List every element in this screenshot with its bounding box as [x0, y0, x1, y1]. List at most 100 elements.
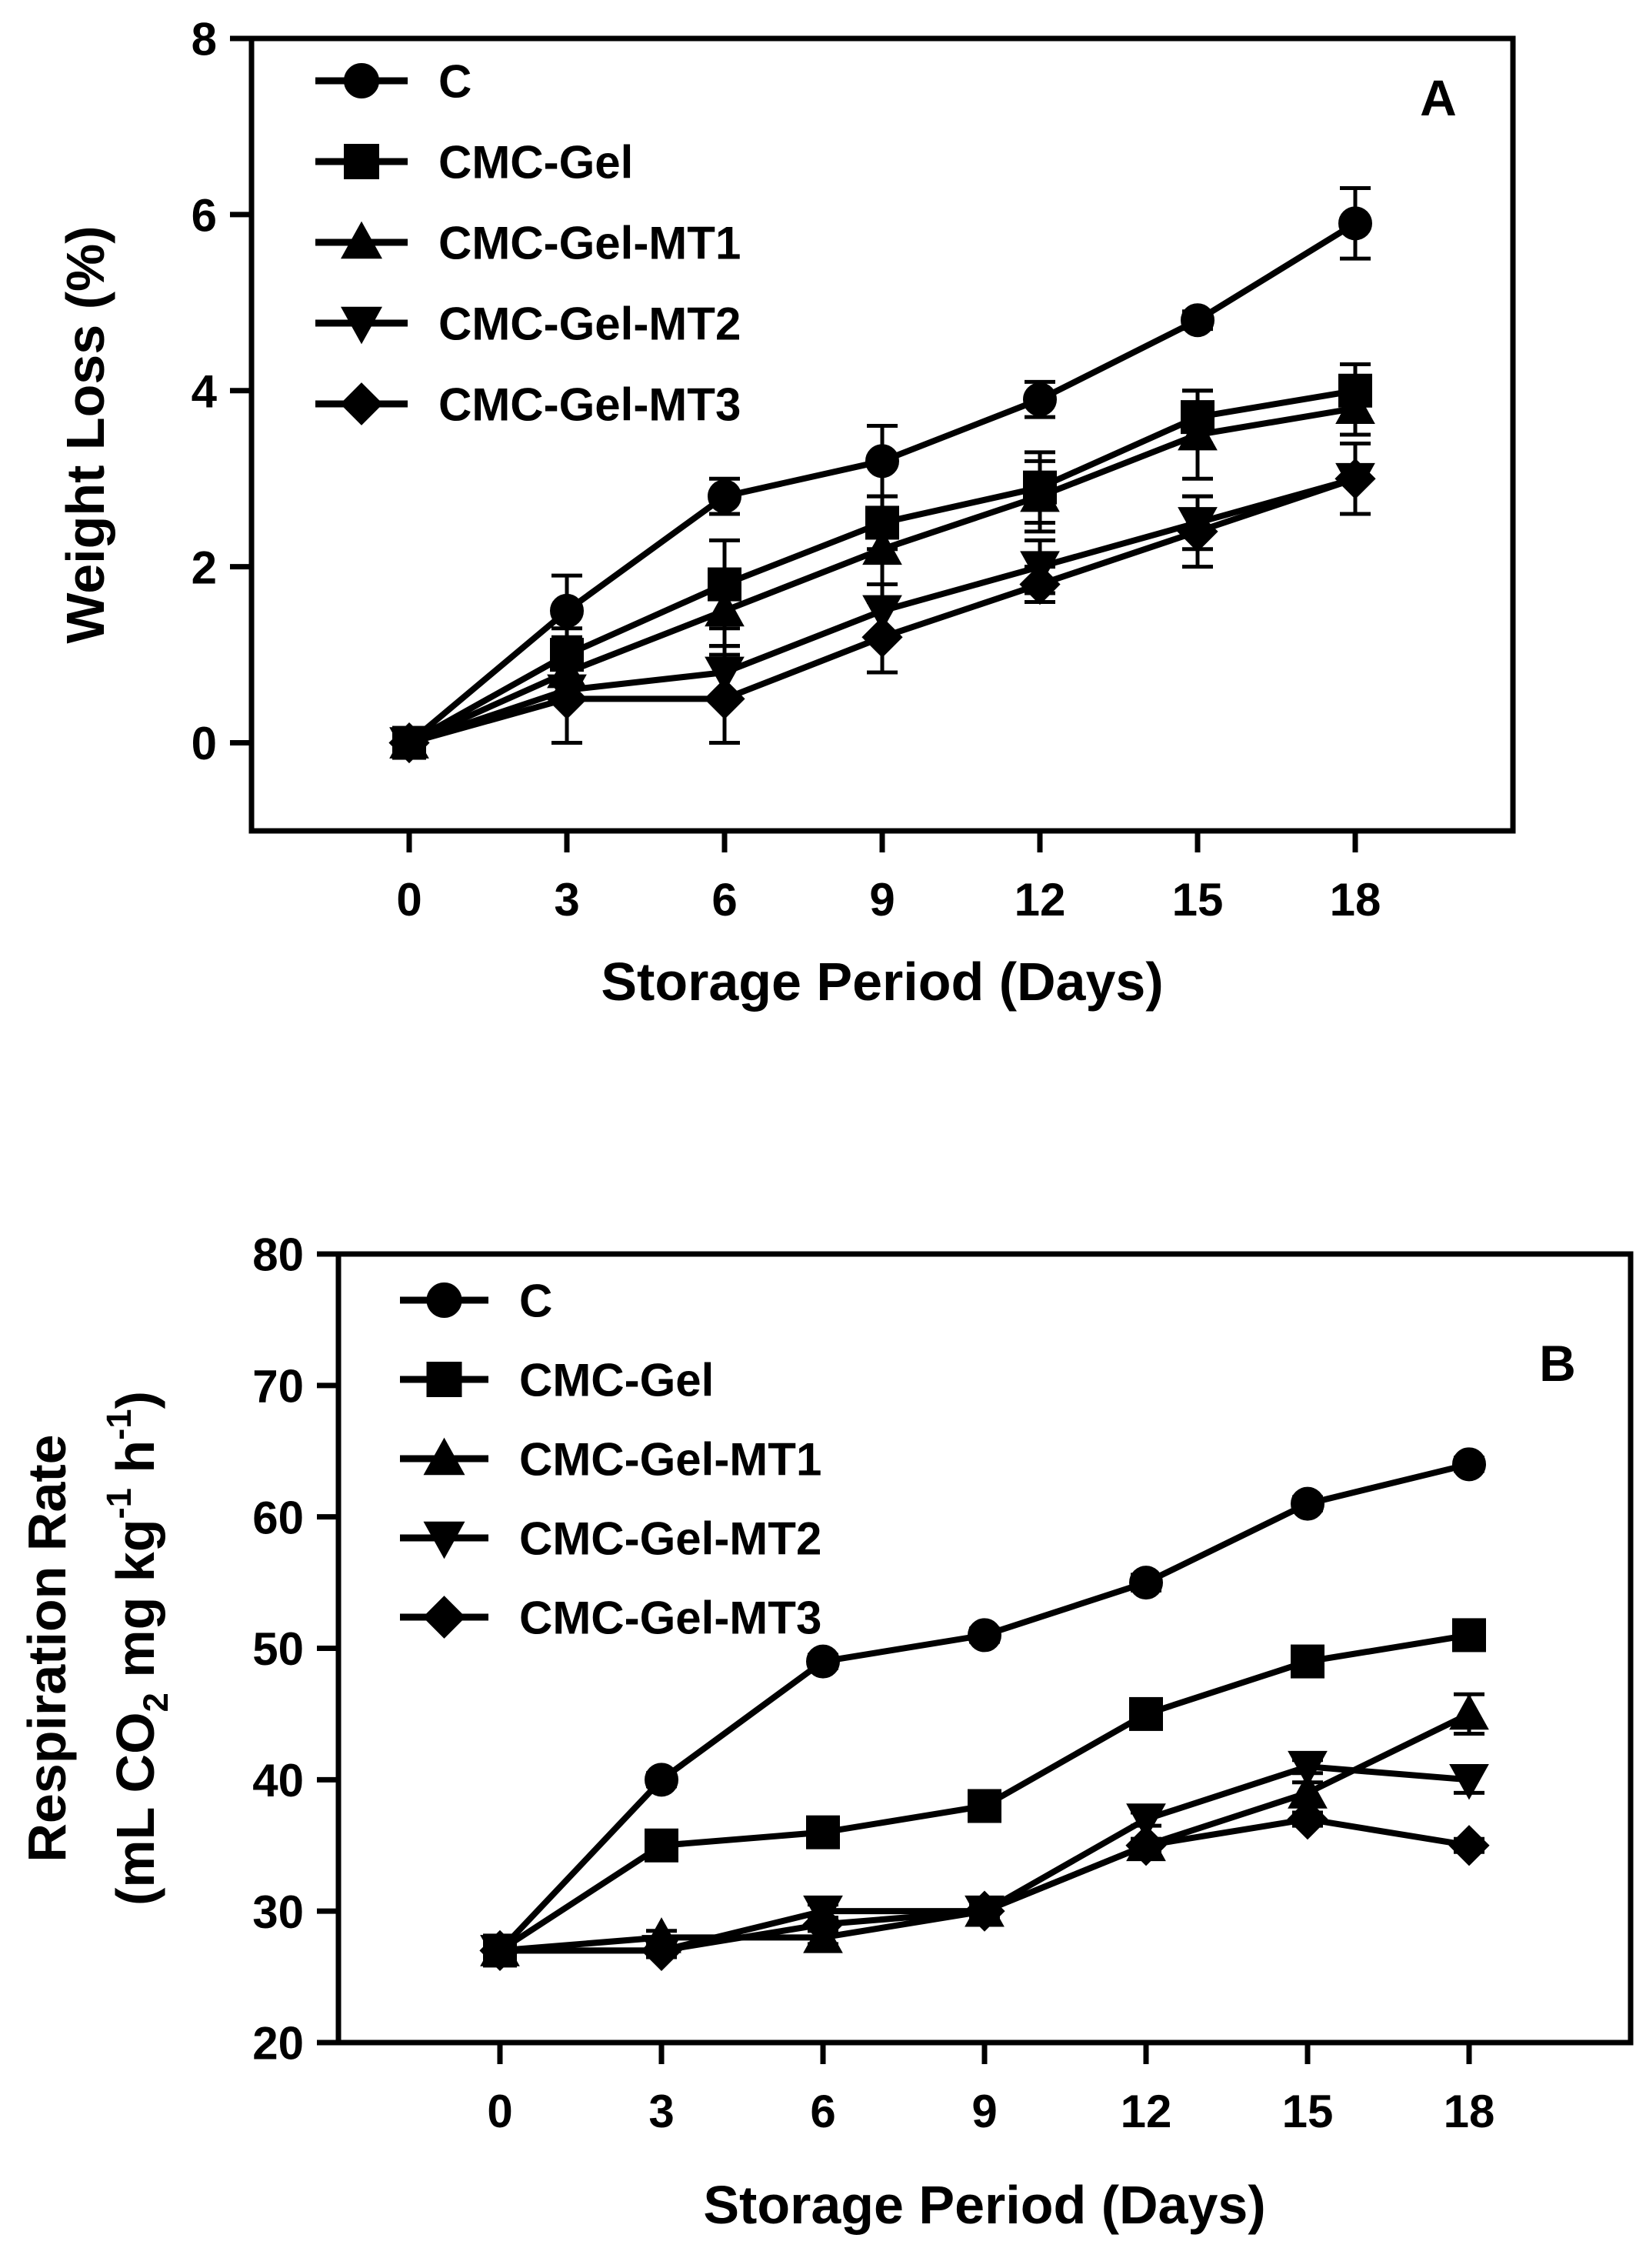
data-point — [806, 1815, 840, 1849]
y-axis-unit-part: 2 — [136, 1693, 175, 1712]
y-axis-label: Respiration Rate — [17, 1434, 77, 1862]
chart-panel-b: 20 30 40 50 60 70 80 0 3 6 9 12 15 18 Storage Period (… — [17, 1229, 1634, 2235]
data-point — [645, 1828, 678, 1863]
data-point — [708, 479, 741, 514]
data-point — [705, 590, 745, 627]
data-point — [1019, 563, 1061, 605]
y-tick-label: 50 — [252, 1623, 304, 1675]
y-tick-label: 80 — [252, 1229, 304, 1281]
x-tick-label: 9 — [971, 2086, 997, 2137]
y-tick-label: 40 — [252, 1755, 304, 1806]
data-point — [802, 1903, 844, 1945]
x-tick-label: 18 — [1444, 2086, 1495, 2137]
legend-label: CMC-Gel-MT1 — [438, 218, 741, 269]
legend-marker — [344, 144, 379, 179]
legend-label: C — [519, 1276, 552, 1327]
data-point — [546, 678, 588, 719]
data-point — [1181, 303, 1215, 338]
legend-marker — [426, 1362, 462, 1397]
x-tick-label: 9 — [869, 874, 895, 926]
legend-marker — [341, 306, 382, 345]
data-point — [1129, 1566, 1163, 1600]
data-point — [1125, 1825, 1167, 1866]
x-tick-label: 3 — [554, 874, 579, 926]
legend-marker — [422, 1596, 466, 1639]
data-point — [1129, 1696, 1163, 1731]
y-axis-unit-part: (mL CO — [105, 1712, 165, 1906]
legend-marker — [423, 1521, 465, 1559]
legend-marker — [426, 1282, 462, 1318]
data-point — [1020, 475, 1060, 512]
data-point — [1335, 388, 1375, 424]
x-tick-label: 6 — [810, 2086, 835, 2137]
y-tick-label: 6 — [192, 189, 217, 241]
x-axis-label: Storage Period (Days) — [703, 2175, 1265, 2235]
data-point — [1449, 1693, 1489, 1730]
data-point — [388, 722, 430, 764]
series-cmc-gel-mt3 — [479, 1798, 1490, 1972]
panel-label: A — [1420, 69, 1457, 126]
panel-label: B — [1539, 1335, 1576, 1392]
data-point — [1287, 1798, 1328, 1840]
x-tick-label: 15 — [1282, 2086, 1334, 2137]
legend-label: CMC-Gel-MT3 — [438, 379, 741, 431]
y-tick-label: 60 — [252, 1492, 304, 1543]
legend-marker — [423, 1437, 465, 1476]
data-point — [1291, 1644, 1324, 1679]
x-tick-label: 12 — [1015, 874, 1066, 926]
data-point — [1023, 382, 1057, 417]
legend-label: CMC-Gel — [519, 1355, 714, 1406]
x-tick-label: 0 — [487, 2086, 512, 2137]
data-point — [1288, 1750, 1328, 1787]
data-point — [1178, 414, 1218, 451]
x-tick-label: 3 — [648, 2086, 674, 2137]
data-point — [704, 678, 745, 719]
x-tick-label: 18 — [1330, 874, 1381, 926]
y-axis-unit-part: mg kg — [105, 1519, 165, 1693]
y-tick-label: 0 — [192, 718, 217, 769]
legend-marker — [340, 382, 383, 425]
y-tick-label: 4 — [192, 365, 218, 417]
y-axis-unit-part: -1 — [99, 1488, 138, 1519]
data-point — [968, 1618, 1001, 1653]
legend-label: CMC-Gel-MT2 — [519, 1513, 821, 1565]
data-point — [641, 1929, 682, 1972]
data-point — [862, 529, 902, 565]
legend-label: CMC-Gel-MT2 — [438, 299, 741, 350]
data-point — [1338, 206, 1372, 241]
data-point — [1126, 1803, 1166, 1839]
y-axis-unit-part: ) — [105, 1391, 165, 1409]
series-cmc-gel-mt2 — [480, 1750, 1489, 1971]
y-axis-unit-part: -1 — [99, 1409, 138, 1439]
x-axis-label: Storage Period (Days) — [601, 952, 1163, 1012]
y-tick-label: 30 — [252, 1886, 304, 1938]
data-point — [1452, 1447, 1486, 1482]
x-tick-label: 0 — [396, 874, 421, 926]
x-tick-label: 12 — [1121, 2086, 1172, 2137]
legend-label: C — [438, 56, 471, 108]
data-point — [1452, 1618, 1486, 1653]
x-tick-label: 15 — [1172, 874, 1224, 926]
data-point — [968, 1789, 1001, 1823]
data-point — [1448, 1825, 1490, 1866]
y-tick-label: 20 — [252, 2018, 304, 2070]
data-point — [865, 444, 899, 479]
legend-label: CMC-Gel-MT3 — [519, 1593, 821, 1644]
data-point — [1449, 1764, 1489, 1800]
x-tick-label: 6 — [711, 874, 737, 926]
series-cmc-gel-mt3 — [388, 441, 1376, 764]
legend-label: CMC-Gel-MT1 — [519, 1434, 821, 1486]
legend: C CMC-Gel CMC-Gel-MT1 CMC-Gel-MT2 CMC-Gel-MT… — [315, 56, 741, 431]
legend-label: CMC-Gel — [438, 137, 633, 188]
data-point — [806, 1644, 840, 1679]
data-point — [479, 1929, 521, 1972]
data-point — [964, 1890, 1005, 1932]
y-tick-label: 2 — [192, 542, 217, 593]
y-tick-label: 70 — [252, 1360, 304, 1412]
y-axis-unit-label: (mL CO2 mg kg-1 h-1) — [99, 1391, 175, 1906]
data-point — [1334, 458, 1376, 499]
y-tick-label: 8 — [192, 14, 217, 65]
y-axis-unit-part: h — [105, 1440, 165, 1488]
legend-marker — [344, 63, 379, 98]
